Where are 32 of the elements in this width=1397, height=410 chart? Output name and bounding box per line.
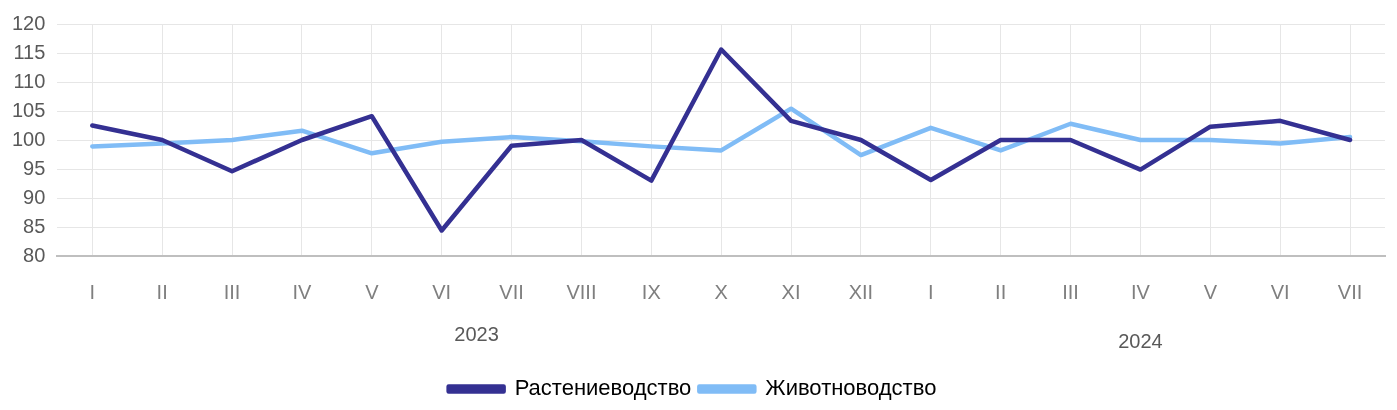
y-tick-label: 90 <box>23 185 46 208</box>
legend-label: Растениеводство <box>514 375 692 401</box>
y-tick-label: 115 <box>13 40 46 63</box>
text: 2023 <box>454 322 499 345</box>
y-tick-label: 85 <box>23 214 46 237</box>
x-tick-label: VI <box>432 280 452 303</box>
x-tick-label: IV <box>1130 280 1151 303</box>
x-tick-label: IX <box>641 280 661 303</box>
x-tick-label: VII <box>499 280 524 303</box>
x-tick-label: III <box>223 280 241 303</box>
x-tick-label: IV <box>292 280 313 303</box>
x-tick-label: I <box>928 280 934 303</box>
y-tick-label: 80 <box>23 243 46 266</box>
y-tick-label: 100 <box>11 127 46 150</box>
y-tick-label: 110 <box>13 69 46 92</box>
x-tick-label: I <box>89 280 96 303</box>
x-tick-label: X <box>714 280 728 303</box>
legend-label: Животноводство <box>765 375 937 401</box>
x-tick-label: XI <box>781 280 801 303</box>
text: 2024 <box>1118 329 1163 352</box>
x-tick-label: VII <box>1337 280 1363 303</box>
x-tick-label: III <box>1062 280 1079 303</box>
x-tick-label: II <box>156 280 168 303</box>
y-tick-label: 95 <box>23 156 46 179</box>
x-tick-label: VI <box>1270 280 1290 303</box>
x-tick-label: V <box>1203 280 1218 303</box>
x-tick-label: II <box>995 280 1007 303</box>
x-tick-label: XII <box>848 280 874 303</box>
x-tick-label: V <box>365 280 380 303</box>
y-tick-label: 120 <box>11 11 46 34</box>
y-tick-label: 105 <box>11 98 46 121</box>
x-tick-label: VIII <box>566 280 597 303</box>
